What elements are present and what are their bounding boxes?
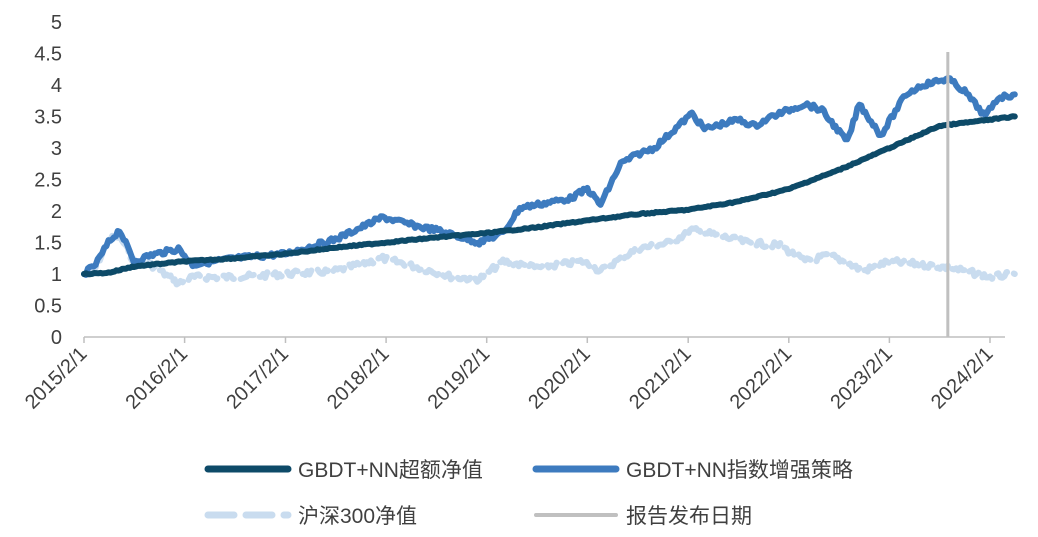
x-axis-ticks: 2015/2/1 2016/2/1 2017/2/1 2018/2/1 2019/2/1… — [21, 337, 998, 414]
series-line-1 — [81, 75, 1018, 278]
x-tick-label: 2020/2/1 — [524, 343, 595, 414]
y-tick-label: 4 — [51, 75, 62, 97]
legend-label: GBDT+NN超额净值 — [298, 459, 483, 482]
y-tick-label: 1.5 — [34, 233, 62, 255]
legend-label: 沪深300净值 — [298, 505, 417, 528]
x-tick-label: 2021/2/1 — [625, 343, 696, 414]
y-tick-label: 2.5 — [34, 170, 62, 192]
series-line-2 — [81, 225, 1018, 288]
y-tick-label: 5 — [51, 12, 62, 34]
x-tick-label: 2022/2/1 — [726, 343, 797, 414]
x-tick-label: 2016/2/1 — [122, 343, 193, 414]
y-tick-label: 4.5 — [34, 44, 62, 66]
x-tick-label: 2023/2/1 — [826, 343, 897, 414]
legend-label: 报告发布日期 — [626, 505, 752, 528]
y-tick-label: 1 — [51, 264, 62, 286]
y-tick-label: 3.5 — [34, 107, 62, 129]
series-line-0 — [81, 113, 1018, 278]
y-tick-label: 2 — [51, 201, 62, 223]
x-tick-label: 2019/2/1 — [424, 343, 495, 414]
y-tick-label: 0.5 — [34, 296, 62, 318]
y-tick-label: 0 — [51, 327, 62, 349]
x-tick-label: 2017/2/1 — [222, 343, 293, 414]
y-tick-label: 3 — [51, 138, 62, 160]
x-tick-label: 2024/2/1 — [927, 343, 998, 414]
x-tick-label: 2015/2/1 — [21, 343, 92, 414]
legend-label: GBDT+NN指数增强策略 — [626, 459, 853, 482]
y-axis-ticks: 0 0.5 1 1.5 2 2.5 3 3.5 4 4.5 5 — [34, 12, 62, 349]
series-layer — [81, 52, 1018, 337]
x-tick-label: 2018/2/1 — [323, 343, 394, 414]
